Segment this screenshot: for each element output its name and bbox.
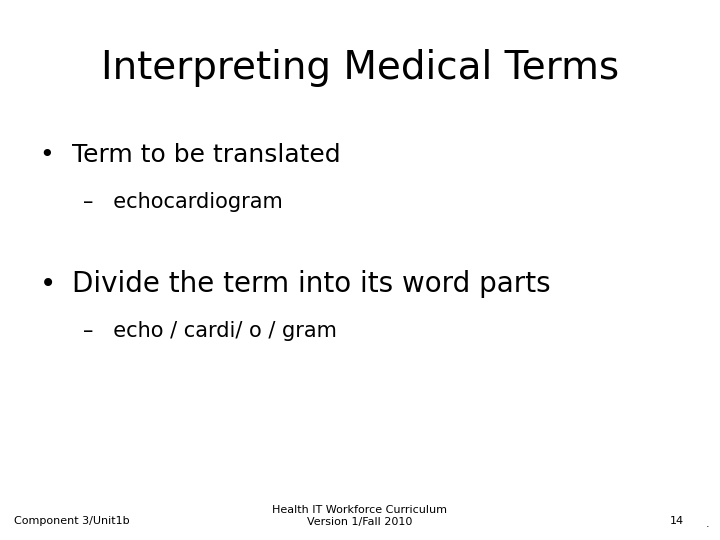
Text: Health IT Workforce Curriculum
Version 1/Fall 2010: Health IT Workforce Curriculum Version 1… — [272, 505, 448, 526]
Text: –   echocardiogram: – echocardiogram — [83, 192, 282, 212]
Text: Interpreting Medical Terms: Interpreting Medical Terms — [101, 49, 619, 86]
Text: .: . — [706, 519, 709, 529]
Text: –   echo / cardi/ o / gram: – echo / cardi/ o / gram — [83, 321, 337, 341]
Text: •: • — [40, 143, 54, 167]
Text: Term to be translated: Term to be translated — [72, 143, 341, 167]
Text: •: • — [40, 270, 56, 298]
Text: Component 3/Unit1b: Component 3/Unit1b — [14, 516, 130, 526]
Text: 14: 14 — [670, 516, 684, 526]
Text: Divide the term into its word parts: Divide the term into its word parts — [72, 270, 551, 298]
